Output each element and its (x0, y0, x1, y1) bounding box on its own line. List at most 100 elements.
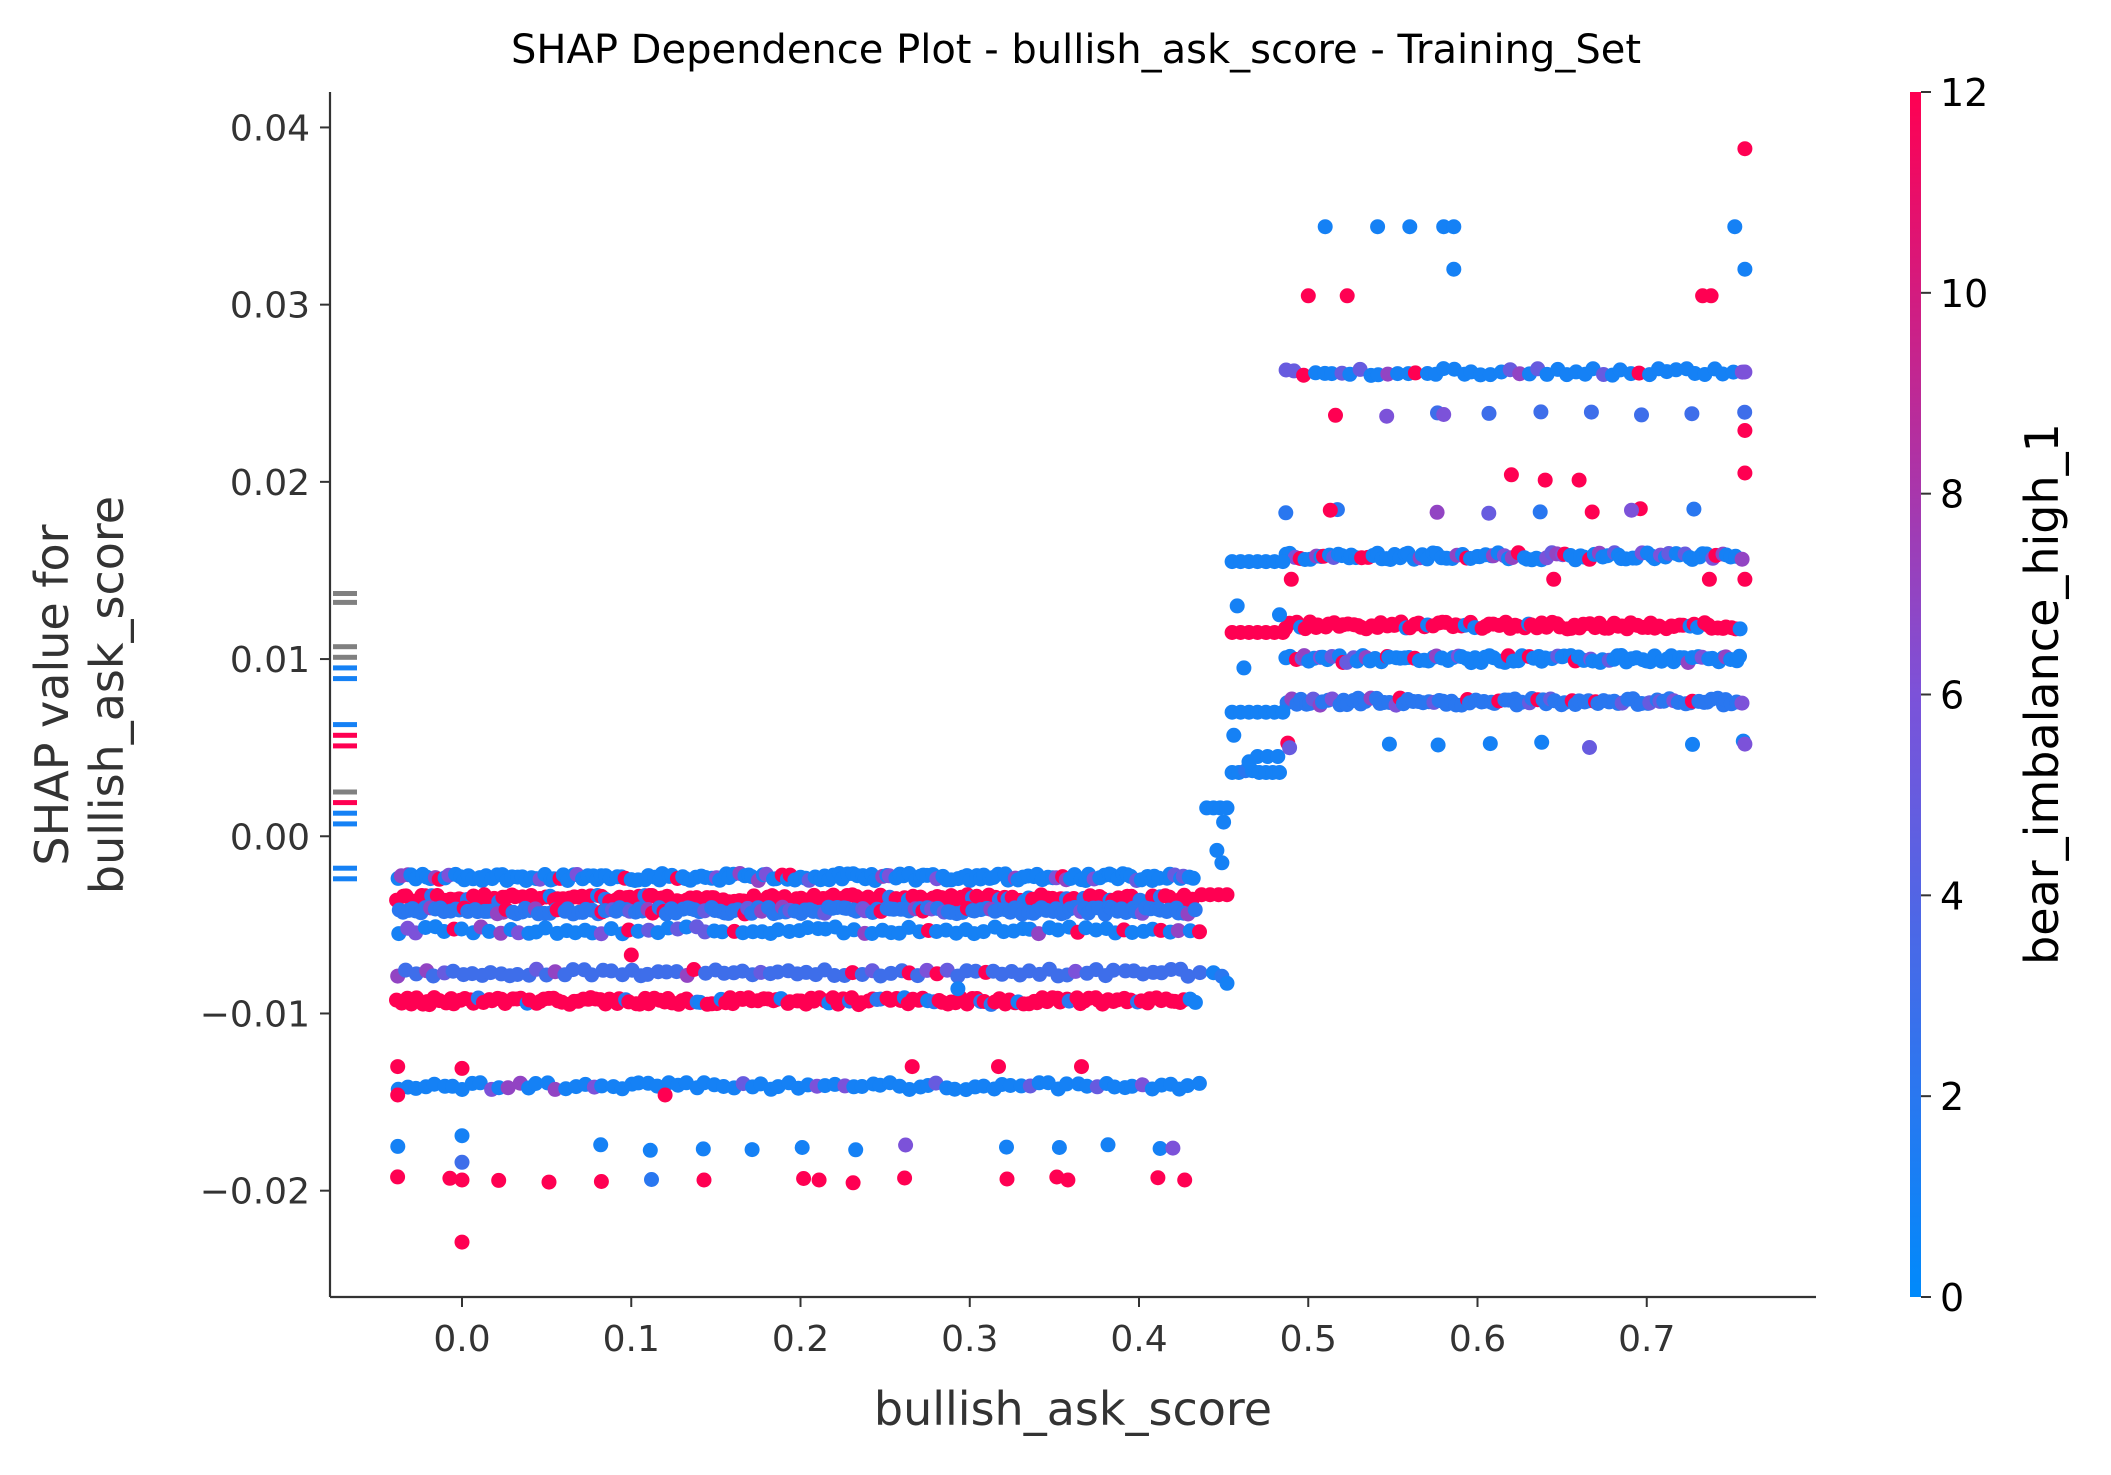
scatter-point (1482, 736, 1498, 752)
scatter-point (1191, 1075, 1207, 1091)
scatter-point (472, 1075, 488, 1091)
scatter-point (1296, 367, 1312, 383)
missing-value-bar (333, 665, 357, 671)
missing-value-bar (333, 644, 357, 650)
scatter-point (1105, 962, 1121, 978)
scatter-point (1624, 502, 1639, 518)
scatter-point (1685, 736, 1700, 752)
scatter-point (481, 923, 497, 939)
scatter-point (1059, 1076, 1075, 1092)
scatter-point (1219, 800, 1235, 816)
scatter-point (1734, 695, 1750, 711)
missing-value-bar (333, 743, 357, 749)
scatter-point (695, 1141, 711, 1157)
scatter-point (603, 921, 619, 937)
scatter-point (1684, 406, 1700, 422)
scatter-point (454, 1060, 470, 1076)
scatter-point (1634, 407, 1649, 423)
scatter-point (657, 1087, 673, 1103)
scatter-point (1737, 465, 1753, 481)
scatter-point (1582, 740, 1597, 755)
scatter-point (1300, 288, 1316, 304)
y-tick-label: −0.02 (200, 1172, 310, 1213)
scatter-point (1571, 472, 1587, 488)
scatter-point (1275, 625, 1291, 640)
missing-value-bar (333, 591, 357, 596)
scatter-point (1533, 404, 1549, 420)
scatter-point (1537, 472, 1553, 488)
scatter-point (1275, 554, 1291, 570)
colorbar-tick-label: 6 (1940, 674, 1964, 718)
scatter-point (1737, 423, 1753, 438)
scatter-point (390, 1087, 406, 1103)
scatter-point (644, 1172, 659, 1187)
scatter-point (848, 1142, 864, 1158)
scatter-point (1278, 505, 1294, 521)
missing-value-bar (333, 732, 357, 738)
scatter-point (528, 1076, 544, 1091)
scatter-point (1074, 1059, 1089, 1075)
scatter-point (1481, 505, 1497, 521)
scatter-point (794, 1140, 810, 1155)
scatter-point (898, 1137, 914, 1153)
scatter-point (547, 1081, 563, 1097)
x-tick-label: 0.1 (603, 1319, 660, 1360)
scatter-point (500, 1080, 516, 1096)
scatter-point (1229, 598, 1245, 614)
scatter-point (897, 1170, 913, 1186)
scatter-point (1481, 405, 1497, 421)
scatter-point (1328, 407, 1343, 423)
missing-value-bar (333, 599, 357, 605)
scatter-point (950, 981, 966, 997)
scatter-point (454, 1172, 470, 1188)
scatter-point (642, 1142, 658, 1158)
scatter-point (1236, 660, 1252, 676)
scatter-point (1219, 887, 1235, 903)
scatter-point (491, 1172, 507, 1188)
y-axis-label: SHAP value for bullish_ask_score (25, 496, 134, 894)
x-axis-label: bullish_ask_score (874, 1382, 1272, 1436)
scatter-point (1187, 994, 1203, 1010)
y-tick-label: 0.04 (230, 108, 310, 149)
scatter-point (390, 1138, 406, 1154)
missing-value-bar (333, 865, 357, 871)
scatter-point (1219, 975, 1235, 991)
scatter-point (1532, 504, 1548, 520)
scatter-point (947, 1081, 963, 1097)
scatter-point (1031, 926, 1047, 942)
scatter-point (796, 1171, 812, 1186)
scatter-point (454, 921, 469, 937)
scatter-point (904, 1059, 920, 1075)
scatter-point (1379, 408, 1395, 424)
scatter-point (1727, 219, 1743, 235)
scatter-point (1180, 968, 1196, 984)
scatter-point (1732, 621, 1748, 637)
scatter-point (1177, 1172, 1193, 1188)
scatter-point (1282, 740, 1298, 756)
scatter-point (686, 962, 702, 977)
scatter-point (623, 947, 639, 963)
scatter-point (1272, 765, 1287, 780)
scatter-point (454, 1234, 470, 1250)
scatter-point (1002, 1078, 1018, 1093)
colorbar-label: bear_imbalance_high_1 (2015, 423, 2069, 965)
colorbar-tick-label: 4 (1940, 874, 1964, 918)
scatter-point (1165, 1140, 1181, 1156)
axes (328, 92, 1816, 1299)
scatter-point (1429, 504, 1445, 520)
scatter-point (1734, 551, 1750, 567)
x-tick-label: 0.5 (1280, 1319, 1337, 1360)
scatter-point (1737, 261, 1753, 277)
scatter-point (541, 1174, 557, 1190)
missing-value-bar (333, 676, 357, 682)
scatter-point (1583, 404, 1599, 420)
scatter-points (389, 141, 1753, 1250)
y-ticks: −0.02 −0.01 0.00 0.01 0.02 0.03 0.04 (200, 108, 330, 1213)
scatter-point (1737, 141, 1753, 157)
x-tick-label: 0.6 (1449, 1319, 1506, 1360)
scatter-point (1272, 607, 1287, 623)
scatter-point (1703, 288, 1719, 304)
missing-value-bar (333, 789, 357, 795)
scatter-point (390, 1169, 406, 1185)
